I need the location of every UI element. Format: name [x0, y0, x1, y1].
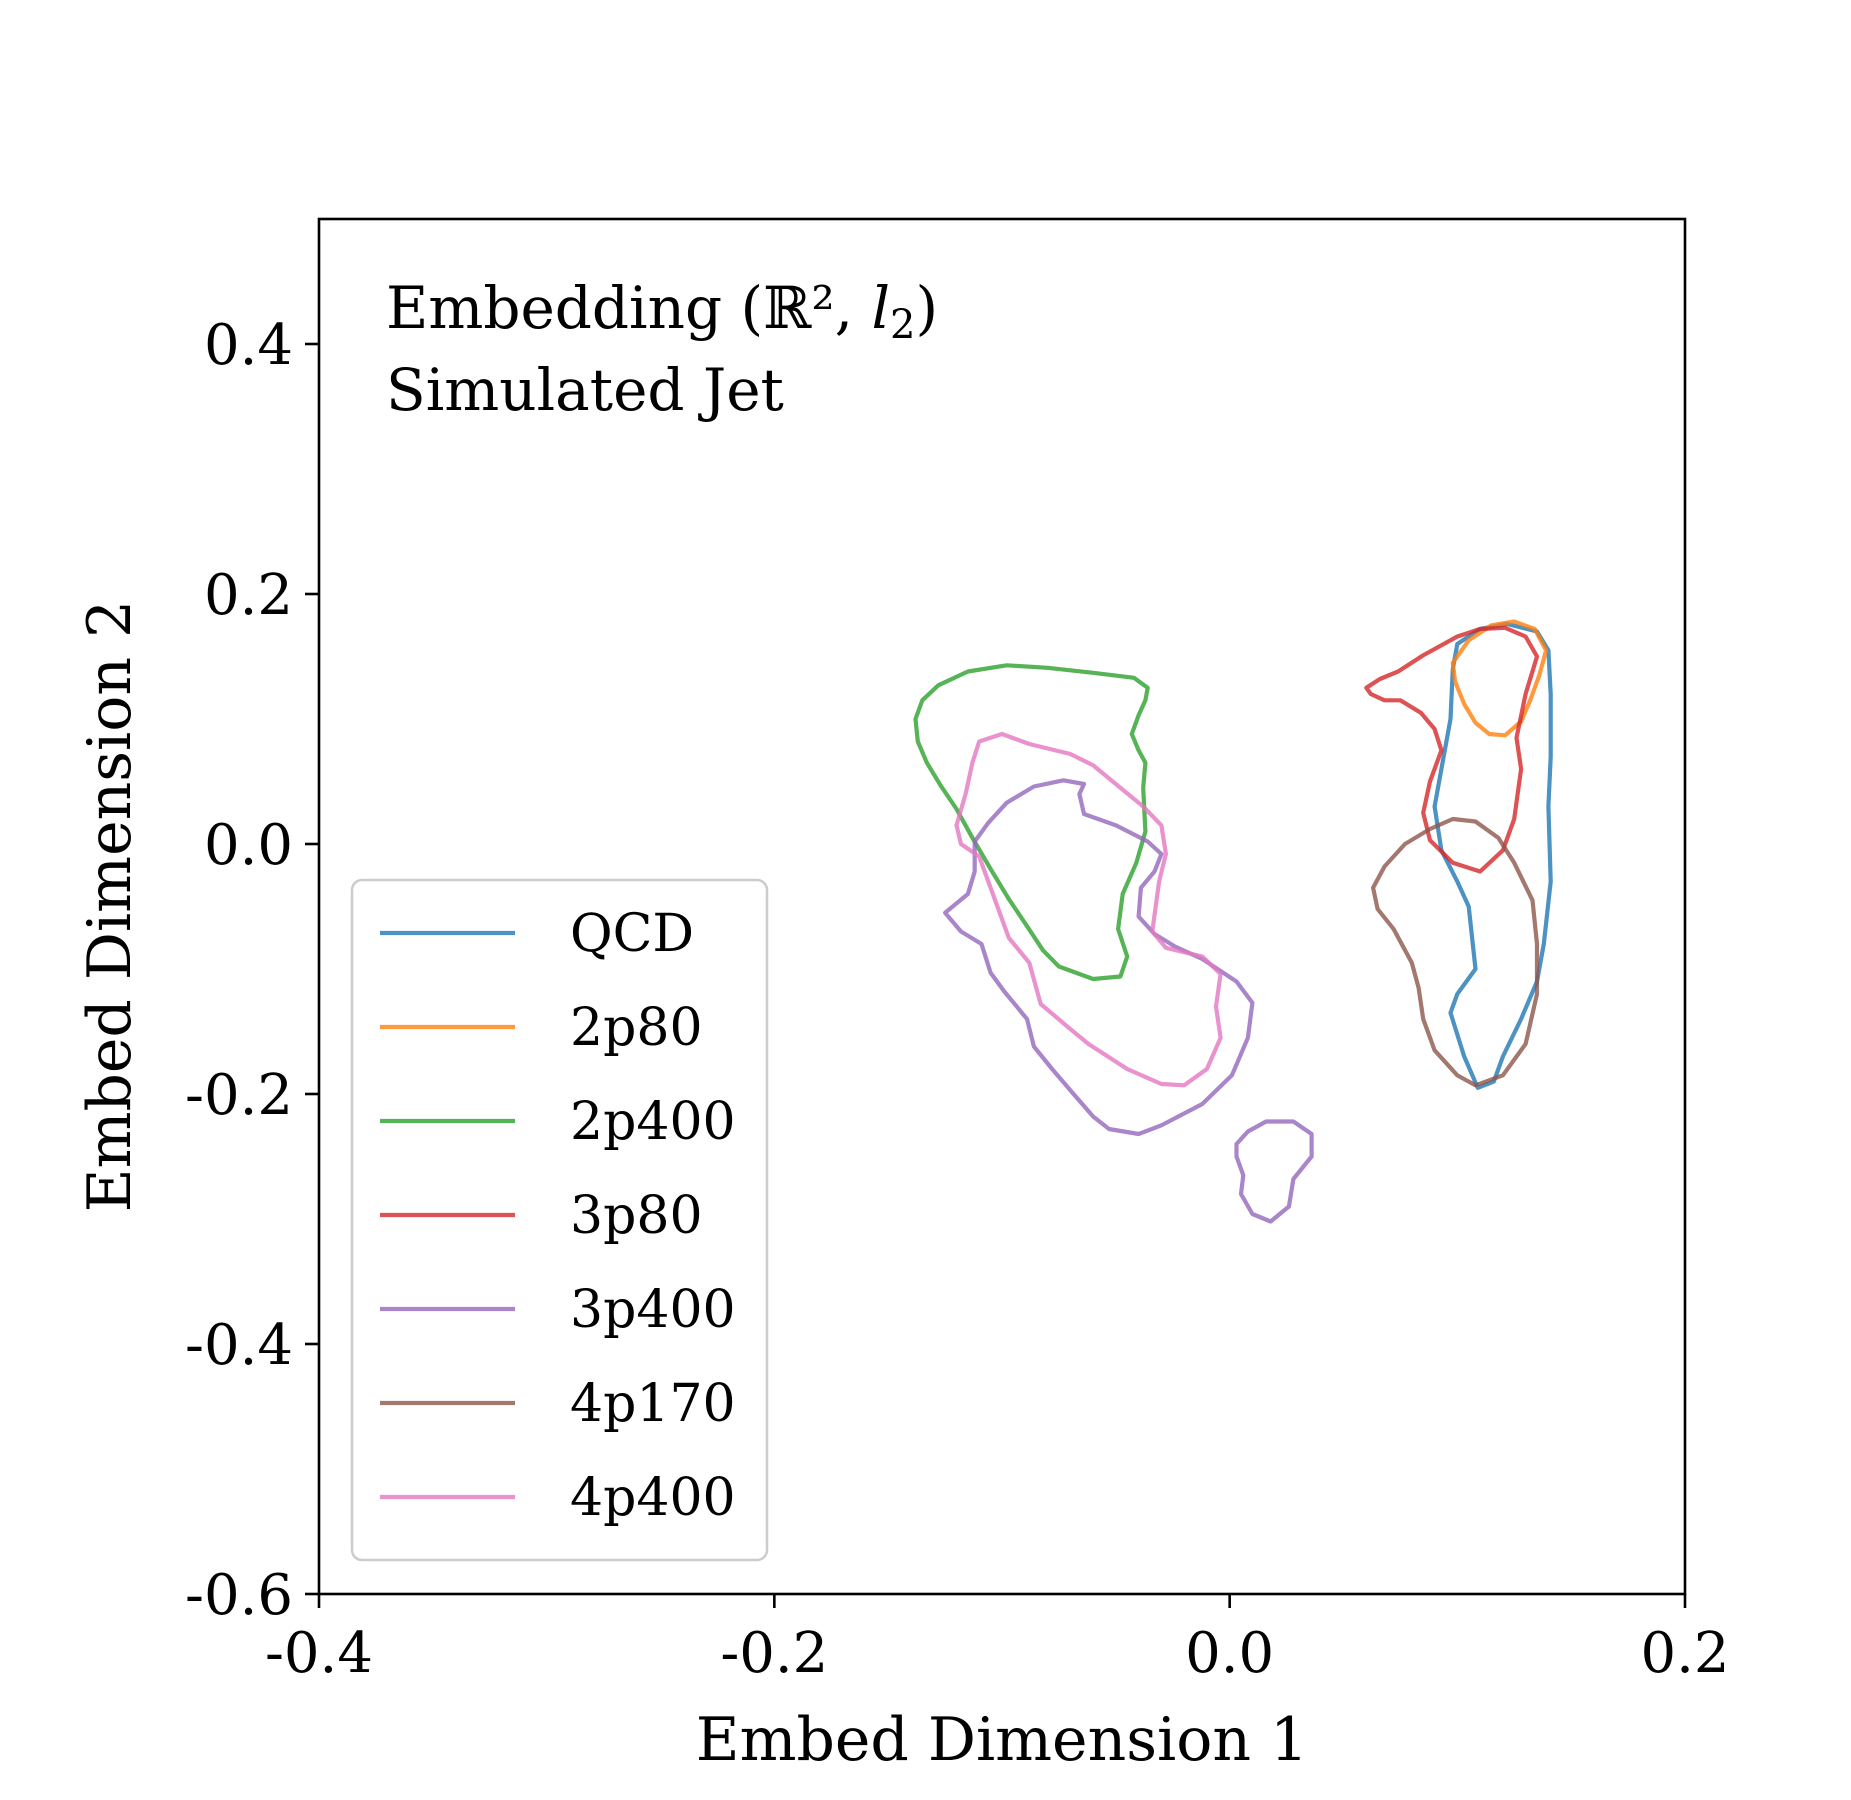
y-tick-label: 0.0: [204, 813, 293, 878]
series-3p80: [1364, 625, 1540, 874]
x-axis: -0.4 -0.2 0.0 0.2: [265, 1594, 1730, 1686]
y-tick-label: -0.6: [185, 1563, 293, 1628]
contour-line: [943, 778, 1255, 1137]
legend: QCD 2p80 2p400 3p80 3p400 4p170 4p400: [350, 878, 769, 1562]
annotation-separator: ,: [835, 274, 872, 342]
series-2p80: [1450, 619, 1549, 738]
contour-line: [1234, 1119, 1314, 1224]
series-3p400: [943, 778, 1314, 1224]
legend-label: 3p80: [570, 1186, 703, 1246]
y-tick-label: 0.4: [204, 313, 293, 378]
annotation-norm-subscript: 2: [890, 302, 915, 348]
annotation-math-space: ℝ²: [763, 274, 834, 342]
legend-label: 2p400: [570, 1092, 736, 1152]
x-axis-label: Embed Dimension 1: [696, 1705, 1308, 1775]
series-layer: [913, 619, 1553, 1224]
annotation-text: Embedding (: [386, 274, 763, 342]
x-tick-label: -0.4: [265, 1621, 373, 1686]
series-4p170: [1371, 816, 1540, 1088]
annotation-line-1: Embedding (ℝ², l2): [386, 274, 938, 348]
legend-label: QCD: [570, 904, 694, 964]
legend-label: 4p170: [570, 1374, 736, 1434]
y-axis-label: Embed Dimension 2: [75, 600, 145, 1212]
series-4p400: [954, 731, 1223, 1088]
contour-line: [1371, 816, 1540, 1088]
legend-label: 4p400: [570, 1468, 736, 1528]
legend-label: 3p400: [570, 1280, 736, 1340]
annotation-norm-symbol: l: [871, 274, 890, 342]
contour-line: [1364, 625, 1540, 874]
x-tick-label: -0.2: [720, 1621, 828, 1686]
y-axis: -0.6 -0.4 -0.2 0.0 0.2 0.4: [185, 313, 319, 1628]
contour-line: [954, 731, 1223, 1088]
legend-label: 2p80: [570, 998, 703, 1058]
x-tick-label: 0.2: [1640, 1621, 1729, 1686]
legend-box: [350, 878, 769, 1562]
y-tick-label: -0.2: [185, 1063, 293, 1128]
contour-line: [1450, 619, 1549, 738]
y-tick-label: 0.2: [204, 563, 293, 628]
legend-items: QCD 2p80 2p400 3p80 3p400 4p170 4p400: [380, 904, 736, 1528]
series-2p400: [913, 663, 1150, 982]
plot-frame: [317, 217, 1687, 1596]
annotation-line-2: Simulated Jet: [386, 356, 784, 424]
x-tick-label: 0.0: [1185, 1621, 1274, 1686]
y-tick-label: -0.4: [185, 1313, 293, 1378]
annotation-close-paren: ): [916, 274, 939, 342]
contour-line: [913, 663, 1150, 982]
